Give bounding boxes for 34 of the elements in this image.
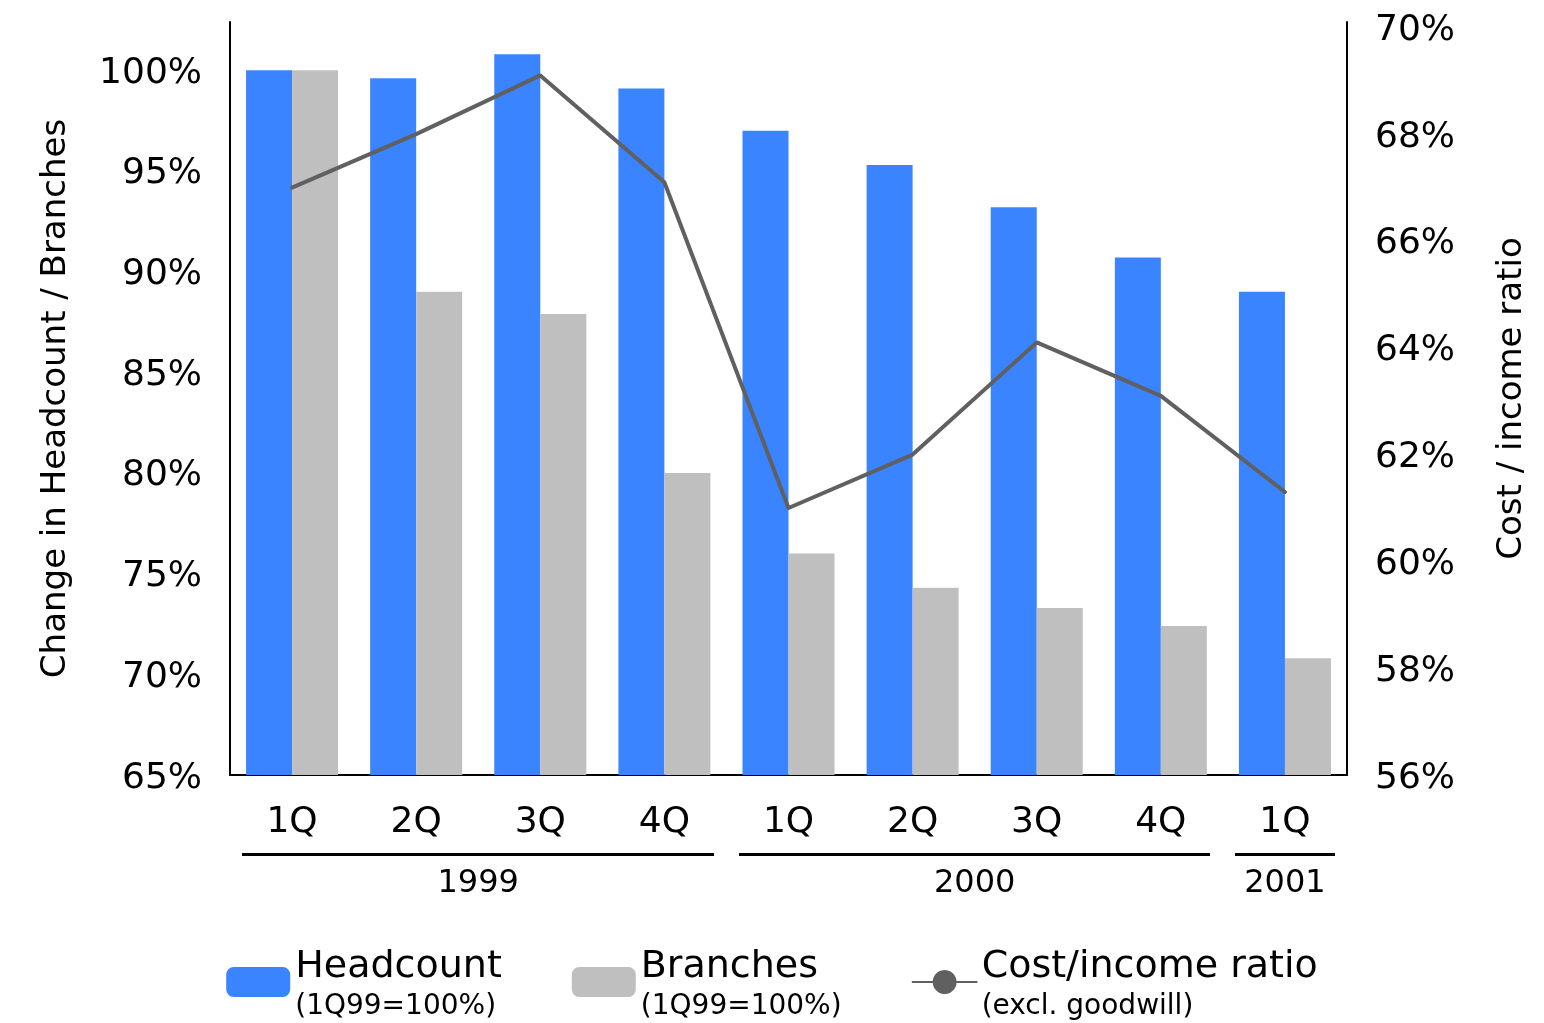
x-tick-label: 1Q	[266, 798, 318, 840]
x-tick-label: 1Q	[762, 798, 815, 840]
y-tick-label: 65%	[121, 754, 202, 796]
y-tick-label: 80%	[121, 452, 202, 494]
y2-tick-label: 64%	[1375, 327, 1456, 369]
y-tick-label: 85%	[121, 351, 202, 393]
y-tick-label: 70%	[121, 653, 202, 695]
x-tick-label: 3Q	[1011, 798, 1063, 840]
x-tick-label: 3Q	[514, 798, 566, 840]
y2-tick-label: 56%	[1375, 754, 1456, 796]
y2-tick-label: 58%	[1375, 647, 1456, 689]
legend-label: Headcount (1Q99=100%)	[295, 942, 502, 1021]
y-tick-label: 100%	[99, 49, 202, 91]
legend-label: Branches (1Q99=100%)	[640, 942, 842, 1021]
x-tick-label: 2Q	[886, 798, 939, 840]
x-tick-label: 1Q	[1259, 798, 1311, 840]
y-tick-label: 75%	[121, 553, 202, 595]
x-tick-label: 4Q	[638, 798, 691, 840]
text: 1999	[436, 862, 520, 900]
y2-tick-label: 66%	[1375, 220, 1456, 262]
y-tick-label: 90%	[121, 251, 202, 293]
line-series	[290, 73, 1287, 510]
y2-tick-label: 68%	[1375, 113, 1456, 155]
x-tick-label: 2Q	[390, 798, 442, 840]
text: 2000	[932, 862, 1017, 900]
legend-label: Cost/income ratio (excl. goodwill)	[981, 942, 1318, 1021]
y-axis-title: Change in Headcount / Branches	[33, 118, 73, 679]
y2-tick-label: 70%	[1375, 6, 1456, 48]
x-tick-label: 4Q	[1135, 798, 1187, 840]
y2-tick-label: 62%	[1375, 434, 1456, 476]
y-tick-label: 95%	[121, 150, 202, 192]
y2-tick-label: 60%	[1375, 540, 1456, 582]
y2-axis-title: Cost / income ratio	[1489, 237, 1529, 560]
text: 2001	[1243, 862, 1327, 900]
